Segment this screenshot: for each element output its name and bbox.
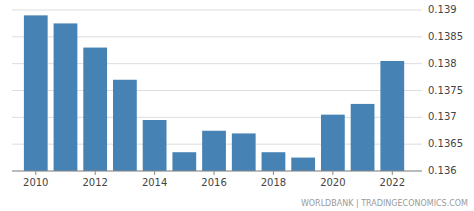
bar [83,48,107,171]
bar [262,152,286,171]
x-tick-label: 2022 [380,177,405,188]
x-tick [154,171,155,175]
y-tick-label: 0.1375 [428,85,463,96]
y-tick-label: 0.1365 [428,138,463,149]
x-tick-label: 2014 [142,177,167,188]
bar [24,15,48,171]
x-tick-label: 2020 [320,177,345,188]
bar [321,115,345,171]
bars [24,15,404,171]
x-tick [392,171,393,175]
x-tick-label: 2010 [23,177,48,188]
chart: 0.136 0.1365 0.137 0.1375 0.138 0.1385 0.139 20… [0,0,474,211]
grid-line [12,10,422,11]
y-tick-label: 0.138 [428,58,457,69]
bar [143,120,167,171]
y-tick-label: 0.136 [428,165,457,176]
x-tick [273,171,274,175]
bar [54,23,78,171]
bar [232,133,256,171]
x-tick [35,171,36,175]
x-axis-line [12,171,422,172]
bar [172,152,196,171]
bar [202,131,226,171]
grid [12,10,422,171]
x-tick [332,171,333,175]
x-tick [95,171,96,175]
x-tick [214,171,215,175]
bar [380,61,404,171]
x-tick-label: 2012 [82,177,107,188]
x-tick-label: 2016 [201,177,226,188]
y-tick-label: 0.1385 [428,31,463,42]
bar [351,104,375,171]
bar [113,80,137,171]
annotation: WORLDBANK | TRADINGECONOMICS.COM [301,199,468,208]
bar [291,158,315,171]
x-tick-label: 2018 [261,177,286,188]
grid-line [12,171,422,172]
y-tick-label: 0.139 [428,4,457,15]
y-tick-label: 0.137 [428,111,457,122]
